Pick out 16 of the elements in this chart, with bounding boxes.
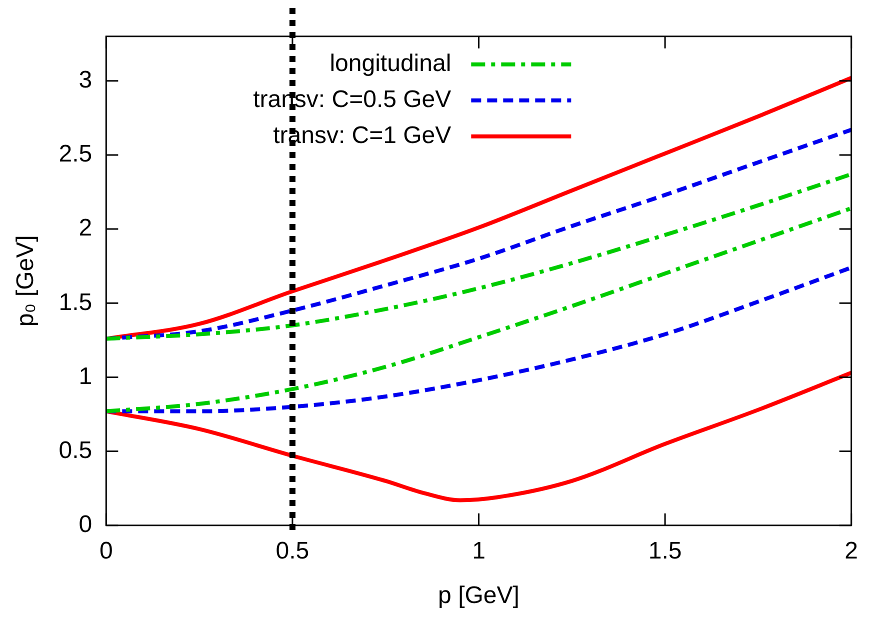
legend-label: transv: C=0.5 GeV (253, 86, 452, 114)
x-tick-label: 1.5 (648, 537, 682, 564)
x-tick-label: 0.5 (276, 537, 310, 564)
y-tick-label: 3 (78, 66, 92, 94)
y-tick-label: 1 (78, 362, 92, 390)
y-tick-label: 2 (78, 214, 92, 242)
y-tick-label: 0.5 (58, 436, 92, 464)
x-tick-label: 0 (99, 537, 113, 564)
y-tick-label: 2.5 (58, 140, 92, 168)
x-axis-title: p [GeV] (438, 582, 520, 610)
y-axis-title: p₀ [GeV] (12, 235, 40, 327)
legend-label: longitudinal (330, 50, 452, 78)
y-tick-label: 0 (78, 511, 92, 538)
x-tick-label: 2 (844, 537, 858, 564)
y-tick-label: 1.5 (58, 288, 92, 316)
x-tick-label: 1 (472, 537, 486, 564)
